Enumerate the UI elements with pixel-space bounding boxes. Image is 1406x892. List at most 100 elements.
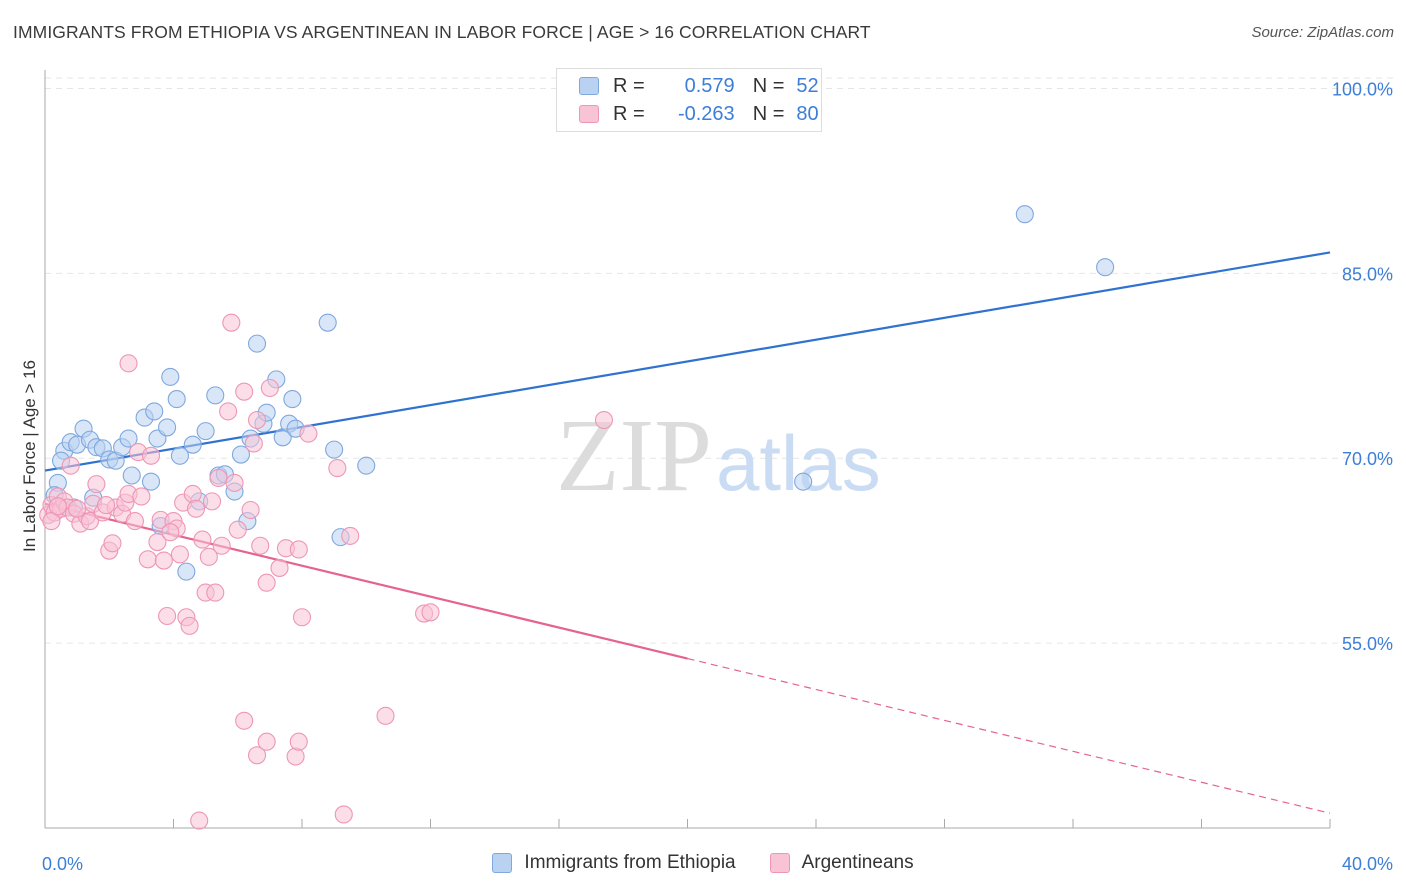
legend-n-value: 80 — [796, 102, 819, 125]
ethiopia-point — [794, 472, 813, 491]
argentinean-point — [170, 545, 189, 564]
source-label: Source: ZipAtlas.com — [1251, 24, 1394, 41]
ethiopia-point — [1096, 258, 1115, 277]
argentinean-point — [257, 573, 276, 592]
argentinean-point — [96, 496, 116, 515]
legend-row-argentineans: R = -0.263 N = 80 — [579, 102, 819, 126]
argentinean-point — [257, 732, 276, 751]
argentinean-point — [251, 536, 270, 555]
legend-n-label: N = — [752, 102, 785, 125]
ethiopia-point — [283, 390, 302, 409]
trendlines — [44, 251, 1331, 814]
y-axis-label: In Labor Force | Age > 16 — [20, 360, 39, 552]
ethiopia-point — [247, 334, 267, 353]
ethiopia-point — [167, 390, 186, 409]
argentinean-point — [158, 606, 177, 626]
argentinean-point — [244, 434, 263, 453]
argentinean-point — [241, 500, 260, 520]
legend-swatch-blue — [492, 853, 513, 873]
argentinean-point — [190, 811, 209, 830]
argentinean-point — [80, 512, 100, 531]
gridlines — [45, 77, 1394, 644]
watermark: ZIP atlas — [556, 398, 881, 513]
argentinean-point — [119, 354, 138, 373]
argentinean-point — [292, 608, 312, 627]
argentinean-point — [132, 487, 151, 506]
argentinean-point — [161, 523, 180, 542]
x-tick-label-max: 40.0% — [1342, 854, 1393, 874]
argentinean-point — [186, 499, 206, 518]
argentinean-point — [206, 583, 225, 602]
legend-row-ethiopia: R = 0.579 N = 52 — [579, 74, 819, 98]
ethiopia-point — [325, 440, 344, 459]
ethiopia-point — [145, 402, 164, 421]
argentinean-point — [61, 456, 80, 475]
argentinean-point — [219, 402, 238, 421]
argentinean-trendline — [44, 502, 688, 660]
y-tick-label: 55.0% — [1342, 634, 1393, 654]
ethiopia-point — [177, 562, 196, 581]
argentinean-point — [289, 732, 308, 751]
legend-label-argentineans: Argentineans — [801, 852, 914, 873]
ethiopia-point — [119, 429, 138, 448]
argentinean-point — [154, 551, 173, 570]
data-points — [39, 205, 1115, 830]
argentinean-point — [247, 410, 267, 430]
argentinean-point — [141, 446, 161, 465]
argentinean-point — [103, 534, 122, 553]
ethiopia-trendline — [44, 251, 1331, 472]
legend-swatch-blue — [579, 77, 599, 95]
chart-title: IMMIGRANTS FROM ETHIOPIA VS ARGENTINEAN … — [13, 22, 871, 42]
legend-item-argentineans[interactable]: Argentineans — [769, 852, 914, 874]
legend-swatch-pink — [579, 105, 599, 123]
legend-r-value: -0.263 — [677, 102, 735, 125]
y-tick-label: 85.0% — [1342, 264, 1393, 284]
ethiopia-point — [318, 313, 337, 332]
legend-r-value: 0.579 — [684, 74, 735, 97]
axes — [44, 70, 1331, 829]
legend-r-label: R = — [613, 102, 645, 125]
ethiopia-point — [183, 435, 202, 454]
y-tick-label: 100.0% — [1332, 79, 1393, 99]
argentinean-point — [235, 382, 254, 401]
series-legend: Immigrants from Ethiopia Argentineans — [0, 852, 1406, 874]
legend-n-value: 52 — [796, 74, 819, 97]
argentinean-point — [193, 530, 212, 549]
ethiopia-point — [1015, 205, 1034, 224]
ethiopia-point — [206, 386, 225, 405]
argentinean-point — [125, 512, 144, 531]
correlation-legend: R = 0.579 N = 52 R = -0.263 N = 80 — [556, 68, 822, 132]
argentinean-point — [203, 492, 222, 511]
argentinean-point — [594, 410, 614, 430]
argentinean-point — [260, 378, 279, 398]
legend-swatch-pink — [769, 853, 790, 873]
ethiopia-point — [122, 466, 141, 485]
watermark-atlas: atlas — [716, 419, 881, 507]
argentinean-point — [270, 558, 289, 577]
argentinean-trendline-extrapolated — [687, 657, 1331, 814]
ethiopia-point — [158, 418, 177, 437]
argentinean-point — [138, 550, 157, 569]
argentinean-point — [148, 533, 167, 552]
ethiopia-point — [357, 456, 376, 475]
x-tick-label-min: 0.0% — [42, 854, 83, 874]
argentinean-point — [289, 540, 308, 559]
ethiopia-point — [141, 472, 161, 491]
argentinean-point — [225, 473, 244, 492]
ethiopia-point — [170, 446, 189, 465]
y-tick-label: 70.0% — [1342, 449, 1393, 469]
argentinean-point — [209, 468, 228, 488]
argentinean-point — [228, 520, 247, 539]
argentinean-point — [183, 484, 202, 504]
argentinean-point — [376, 706, 395, 725]
argentinean-point — [180, 616, 199, 635]
argentinean-point — [235, 711, 254, 730]
ethiopia-point — [161, 367, 180, 386]
ethiopia-point — [196, 422, 215, 441]
legend-item-ethiopia[interactable]: Immigrants from Ethiopia — [492, 852, 736, 874]
argentinean-point — [299, 424, 318, 443]
argentinean-point — [421, 603, 440, 622]
argentinean-point — [334, 805, 353, 824]
legend-label-ethiopia: Immigrants from Ethiopia — [524, 852, 736, 873]
argentinean-point — [341, 526, 360, 545]
